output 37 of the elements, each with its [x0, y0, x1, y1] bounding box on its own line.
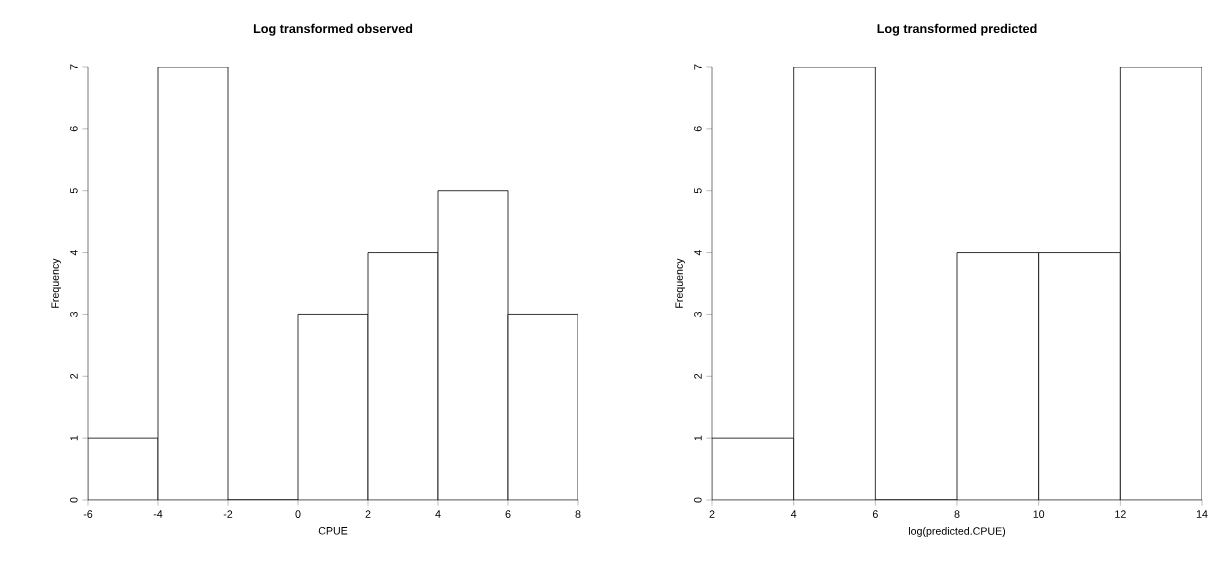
x-tick-label: 0: [295, 510, 301, 518]
x-tick-label: 4: [435, 510, 441, 518]
x-tick-label: 2: [709, 510, 715, 518]
x-tick-label: 12: [1115, 510, 1126, 518]
x-tick-label: 8: [575, 510, 581, 518]
y-tick-label: 6: [694, 126, 702, 132]
y-tick-label: 1: [70, 435, 78, 441]
y-tick-label: 4: [694, 249, 702, 256]
x-tick-label: 8: [954, 510, 960, 518]
y-tick-label: 3: [694, 311, 702, 317]
y-tick-label: 4: [70, 249, 78, 256]
y-tick-label: 2: [70, 373, 78, 379]
y-tick-label: 7: [70, 64, 78, 70]
x-axis-title: log(predicted.CPUE): [908, 527, 1006, 537]
x-tick-label: 14: [1196, 510, 1208, 518]
y-axis-title: Frequency: [675, 258, 686, 308]
y-tick-label: 1: [694, 435, 702, 441]
x-tick-label: 4: [790, 510, 797, 518]
y-tick-label: 5: [694, 188, 702, 194]
y-tick-label: 0: [70, 497, 78, 503]
x-tick-label: -4: [153, 510, 163, 518]
y-tick-label: 0: [694, 497, 702, 503]
x-tick-label: 6: [872, 510, 878, 518]
chart-title: Log transformed predicted: [877, 23, 1037, 36]
y-tick-label: 6: [70, 126, 78, 132]
x-axis-title: CPUE: [318, 527, 348, 535]
x-tick-label: -6: [83, 510, 93, 518]
y-axis-title: Frequency: [51, 258, 61, 308]
y-tick-label: 5: [70, 188, 78, 194]
y-tick-label: 2: [694, 373, 702, 379]
chart-title: Log transformed observed: [253, 23, 413, 36]
x-tick-label: -2: [223, 510, 233, 518]
x-tick-label: 2: [365, 510, 371, 518]
y-tick-label: 3: [70, 311, 78, 317]
y-tick-label: 7: [694, 64, 702, 70]
x-tick-label: 10: [1033, 510, 1045, 518]
x-tick-label: 6: [505, 510, 511, 518]
